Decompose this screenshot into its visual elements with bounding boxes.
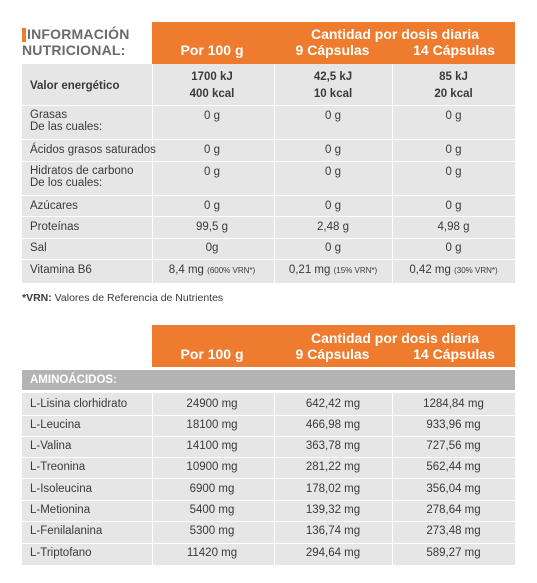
title-accent-bar xyxy=(22,28,26,42)
col-per100-header: Por 100 g xyxy=(152,346,272,362)
row-sublabel: De los cuales: xyxy=(30,177,103,189)
cell-per100: 0g xyxy=(205,242,219,254)
cell-14caps: 589,27 mg xyxy=(426,547,481,559)
cell-9caps: 363,78 mg xyxy=(305,440,361,452)
row-label: L-Treonina xyxy=(30,461,86,473)
cell-value: 0,21 mg xyxy=(288,264,331,276)
row-label: Sal xyxy=(30,242,47,254)
row-label: Proteínas xyxy=(30,221,80,233)
footnote-key: *VRN: xyxy=(22,292,52,304)
daily-dose-header: Cantidad por dosis diaria xyxy=(275,26,515,42)
row-label: L-Valina xyxy=(30,440,72,452)
cell-per100: 24900 mg xyxy=(186,398,238,410)
cell-per100: 0 g xyxy=(204,200,220,212)
cell-9caps: 0 g xyxy=(325,166,341,178)
col-9caps-header: 9 Cápsulas xyxy=(275,42,390,58)
row-label: Hidratos de carbono xyxy=(30,165,134,177)
title-line-1: INFORMACIÓN xyxy=(27,26,130,42)
cell-per100: 11420 mg xyxy=(186,547,238,559)
row-label: Vitamina B6 xyxy=(30,264,92,276)
cell-14caps: 0 g xyxy=(445,166,462,178)
amino-body xyxy=(22,393,515,565)
row-label: Grasas xyxy=(30,109,68,121)
cell-9caps: 178,02 mg xyxy=(305,483,361,495)
row-label: Valor energético xyxy=(30,80,120,92)
cell-14caps: 933,96 mg xyxy=(426,419,481,431)
nutrition-body xyxy=(22,64,515,283)
cell-per100: 5400 mg xyxy=(189,504,235,516)
row-label: L-Leucina xyxy=(30,419,81,431)
cell-9caps: 0 g xyxy=(325,110,341,122)
title-line-2: NUTRICIONAL: xyxy=(22,42,126,58)
cell-14caps: 273,48 mg xyxy=(426,525,481,537)
cell-14caps: 0,42 mg (30% VRN*) xyxy=(392,264,515,277)
cell-per100: 6900 mg xyxy=(189,483,235,495)
cell-vrn: (15% VRN*) xyxy=(333,266,378,275)
col-14caps-header: 14 Cápsulas xyxy=(393,346,515,362)
cell-14caps: 562,44 mg xyxy=(426,461,481,473)
cell-9caps-kcal: 10 kcal xyxy=(313,88,353,100)
cell-per100: 0 g xyxy=(204,166,220,178)
cell-9caps: 294,64 mg xyxy=(305,547,361,559)
cell-value: 8,4 mg xyxy=(168,264,204,276)
cell-per100: 1700 kJ xyxy=(191,71,233,83)
nutrition-title: INFORMACIÓN NUTRICIONAL: xyxy=(22,26,162,58)
cell-14caps-kcal: 20 kcal xyxy=(434,88,473,100)
row-label: Azúcares xyxy=(30,200,78,212)
row-label: Ácidos grasos saturados xyxy=(30,144,156,156)
col-9caps-header: 9 Cápsulas xyxy=(275,346,390,362)
cell-14caps: 727,56 mg xyxy=(426,440,481,452)
cell-14caps: 0 g xyxy=(445,110,462,122)
cell-per100: 14100 mg xyxy=(186,440,238,452)
cell-14caps: 1284,84 mg xyxy=(423,398,484,410)
row-sublabel: De las cuales: xyxy=(30,121,103,133)
cell-9caps: 0,21 mg (15% VRN*) xyxy=(274,264,392,277)
cell-9caps: 2,48 g xyxy=(317,221,349,233)
cell-14caps: 85 kJ xyxy=(439,71,468,83)
cell-14caps: 4,98 g xyxy=(437,221,470,233)
row-label: L-Metionina xyxy=(30,504,91,516)
cell-per100: 99,5 g xyxy=(196,221,228,233)
cell-per100: 10900 mg xyxy=(186,461,238,473)
cell-9caps: 0 g xyxy=(325,144,341,156)
cell-per100-kcal: 400 kcal xyxy=(189,88,235,100)
cell-14caps: 0 g xyxy=(445,242,462,254)
daily-dose-header: Cantidad por dosis diaria xyxy=(275,330,515,346)
row-label: L-Lisina clorhidrato xyxy=(30,398,128,410)
cell-14caps: 0 g xyxy=(445,200,462,212)
cell-per100: 5300 mg xyxy=(189,525,235,537)
col-14caps-header: 14 Cápsulas xyxy=(393,42,515,58)
cell-9caps: 281,22 mg xyxy=(305,461,361,473)
row-label: L-Isoleucina xyxy=(30,483,93,495)
footnote: *VRN: Valores de Referencia de Nutriente… xyxy=(22,292,223,304)
cell-vrn: (30% VRN*) xyxy=(454,266,498,275)
cell-14caps: 356,04 mg xyxy=(426,483,481,495)
cell-14caps: 0 g xyxy=(445,144,462,156)
section-header: AMINOÁCIDOS: xyxy=(22,370,515,390)
cell-9caps: 642,42 mg xyxy=(305,398,361,410)
cell-per100: 0 g xyxy=(204,144,220,156)
cell-9caps: 466,98 mg xyxy=(305,419,361,431)
cell-per100: 0 g xyxy=(204,110,220,122)
cell-per100: 18100 mg xyxy=(186,419,238,431)
row-label: L-Triptofano xyxy=(30,547,92,559)
cell-9caps: 0 g xyxy=(325,200,341,212)
cell-9caps: 136,74 mg xyxy=(305,525,361,537)
cell-9caps: 0 g xyxy=(325,242,341,254)
row-label: L-Fenilalanina xyxy=(30,525,103,537)
section-label: AMINOÁCIDOS: xyxy=(30,374,117,386)
cell-9caps: 42,5 kJ xyxy=(313,71,353,83)
cell-value: 0,42 mg xyxy=(409,264,451,276)
footnote-text: Valores de Referencia de Nutrientes xyxy=(51,292,224,304)
cell-14caps: 278,64 mg xyxy=(426,504,481,516)
cell-vrn: (600% VRN*) xyxy=(207,266,256,275)
col-per100-header: Por 100 g xyxy=(152,42,272,58)
cell-per100: 8,4 mg (600% VRN*) xyxy=(152,264,272,277)
cell-9caps: 139,32 mg xyxy=(305,504,361,516)
